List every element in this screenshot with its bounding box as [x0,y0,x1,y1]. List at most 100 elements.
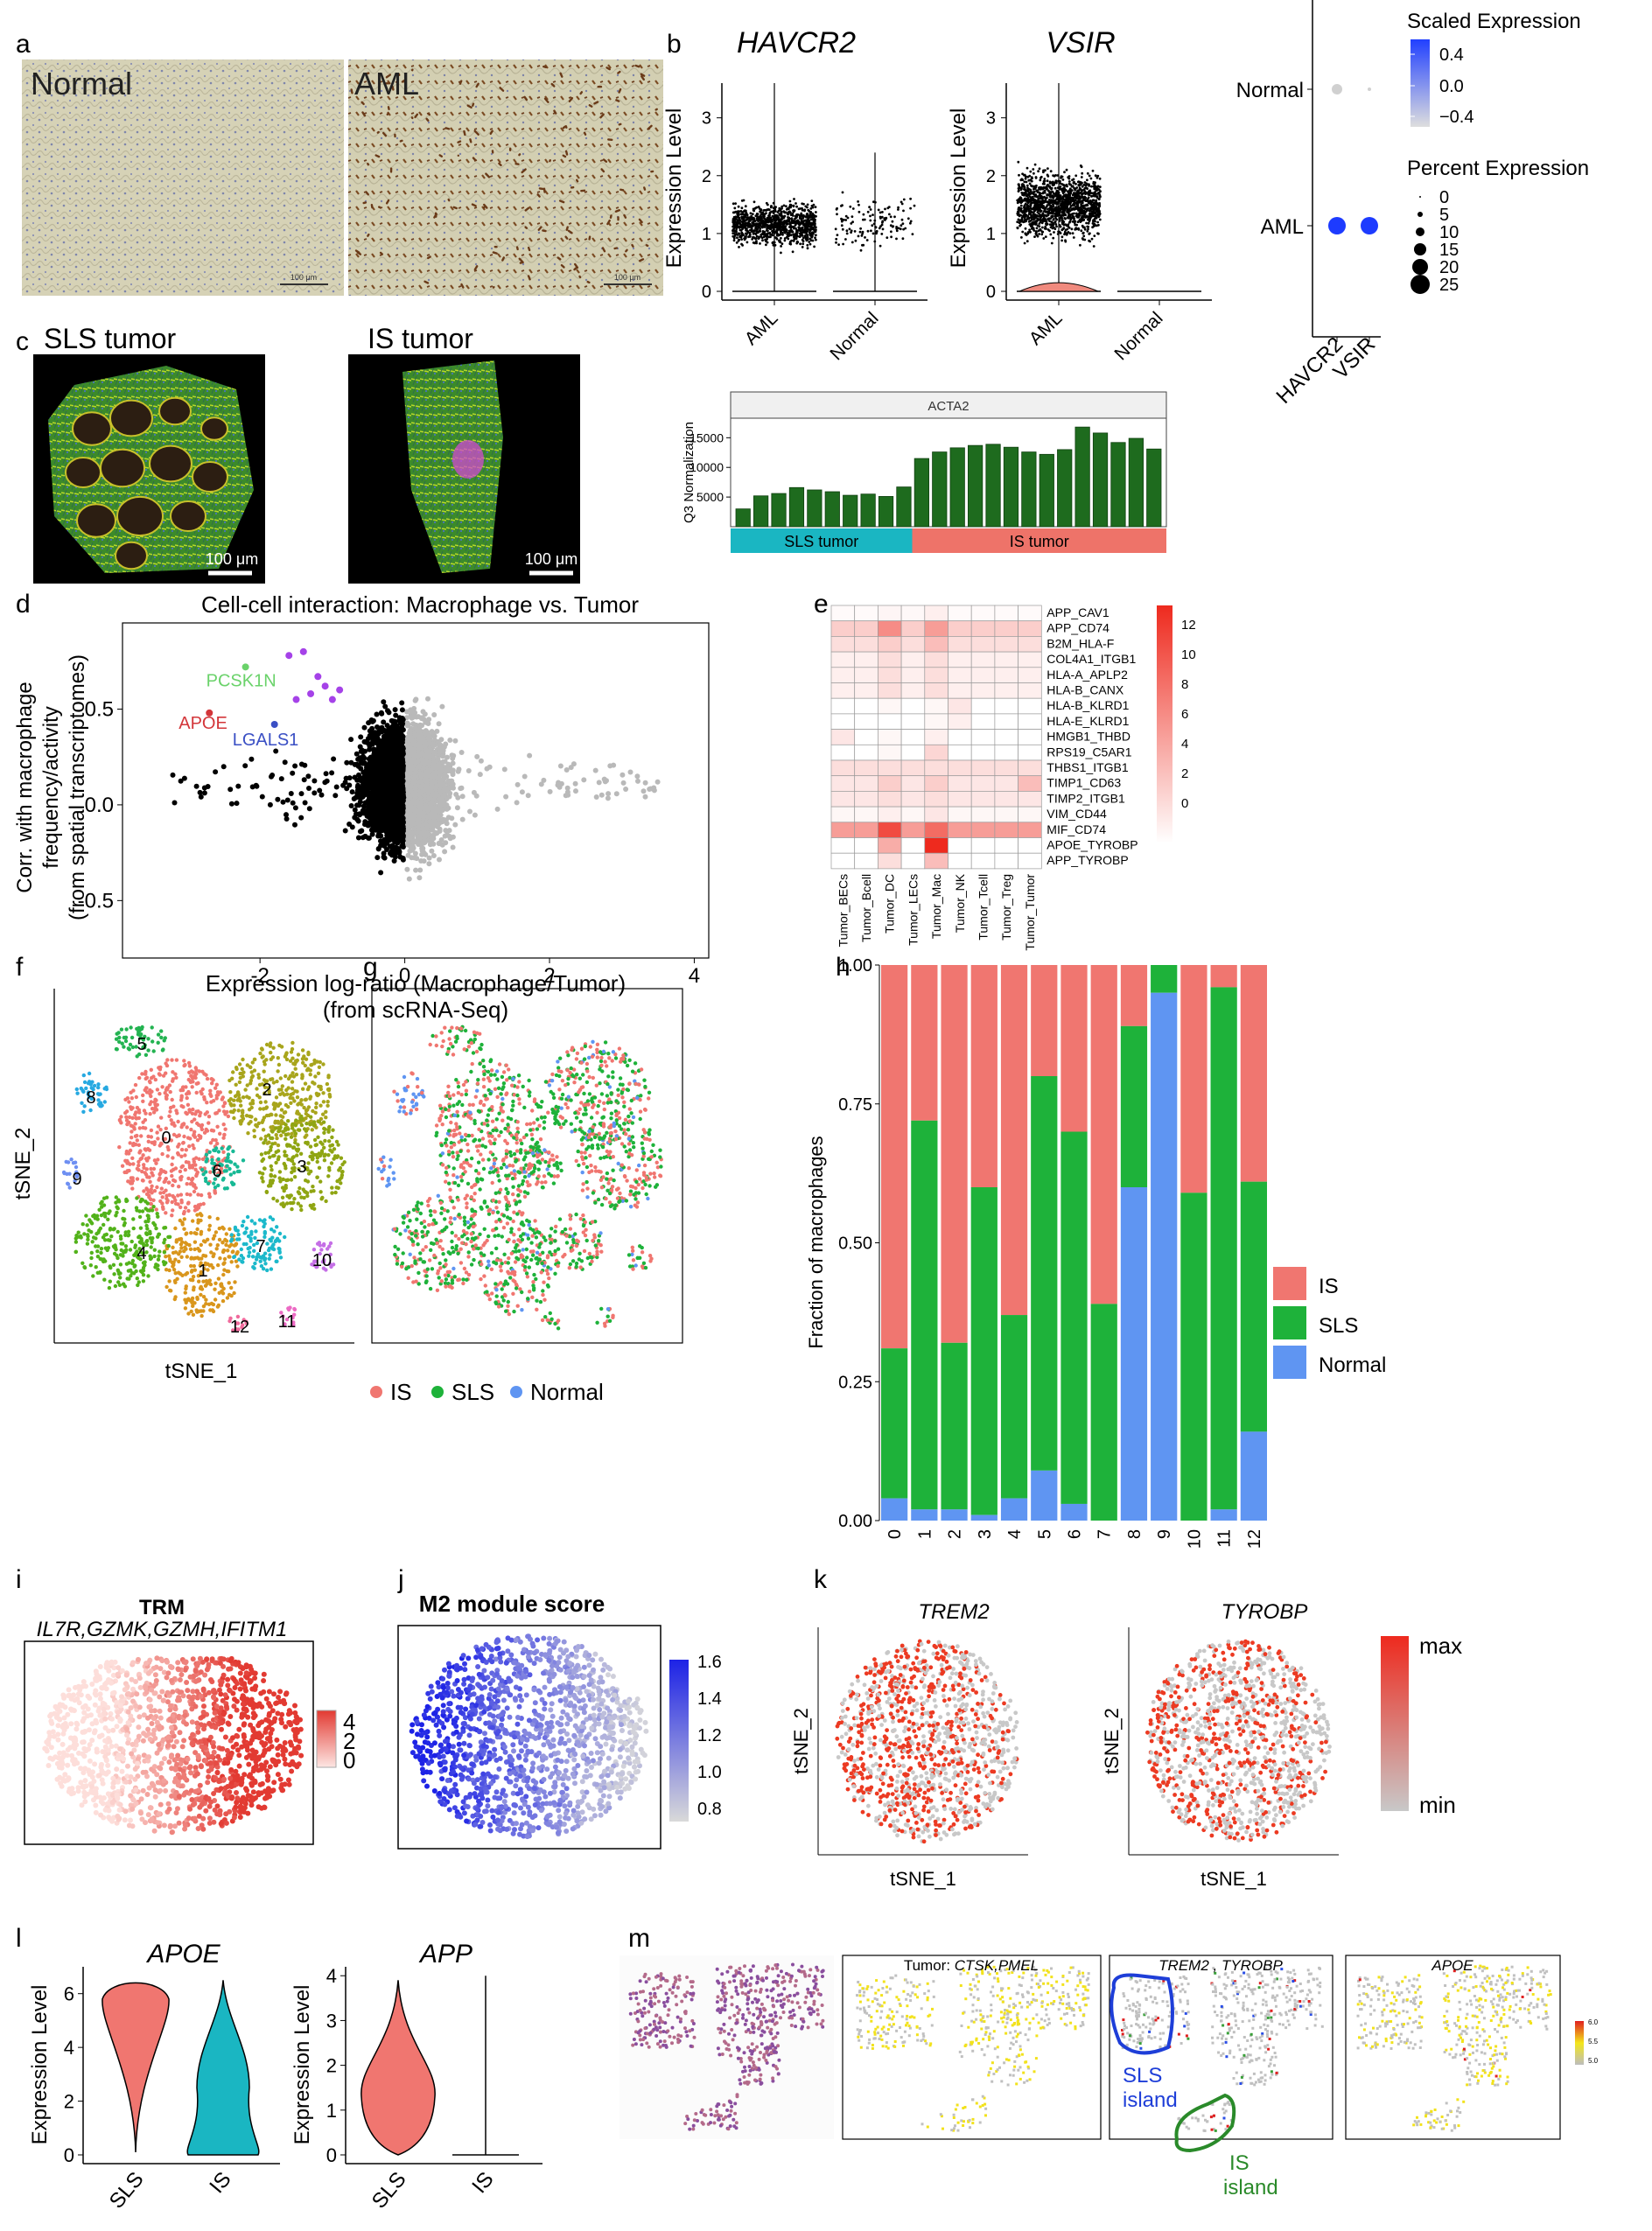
cell-point [1077,228,1081,231]
cell-point [1064,228,1068,232]
acta2-bar [843,494,858,528]
cell-point [1040,230,1044,234]
acta2-bar [1021,451,1037,528]
cell-point [1091,213,1094,217]
cell-point [1019,208,1023,212]
dab-stain [414,113,419,119]
cell-point [1020,236,1023,239]
scale-bar-label: 100 μm [525,550,578,568]
cell-point [780,206,783,210]
scatter-point [486,764,493,770]
cell-point [1040,195,1043,198]
cell-point [776,214,779,218]
cell-point [1044,219,1047,222]
cell-point [795,205,798,208]
cell-point [1097,206,1100,210]
cell-point [1079,164,1082,167]
cell-point [1040,233,1044,236]
dab-stain [640,74,645,81]
cell-point [764,238,766,241]
cell-point [803,215,807,218]
acta2-bar [949,447,965,528]
cell-point [844,219,848,221]
group-strip-label: IS tumor [1010,533,1069,550]
dab-stain [523,95,528,101]
cell-point [761,226,764,229]
cell-point [1076,201,1080,205]
cell-point [1054,214,1058,217]
scatter-point [445,815,452,821]
scatter-point [418,858,424,864]
cell-point [1062,188,1065,192]
cell-point [891,220,894,223]
cell-point [1039,219,1042,222]
cell-point [902,227,905,231]
acta2-bar [1057,449,1073,528]
fluor-nodule [109,399,153,437]
cell-point [809,226,813,229]
dab-stain [471,203,477,207]
scatter-point [455,794,461,801]
panel-letter-a: a [16,30,31,59]
cell-point [878,227,881,230]
cell-point [836,234,839,236]
dab-stain [360,101,365,106]
cell-point [834,227,837,231]
cell-point [870,229,872,233]
cell-point [1087,183,1090,186]
dab-stain [463,129,466,136]
dab-stain [564,150,569,156]
cell-point [1090,210,1094,213]
cell-point [1093,183,1096,186]
scatter-point [450,760,456,766]
dab-stain [538,187,544,191]
cell-point [1040,202,1043,206]
cell-point [752,232,756,235]
cell-point [781,222,785,226]
cell-point [1075,223,1078,227]
cell-point [1083,181,1087,184]
sls-tumor-title: SLS tumor [44,323,177,354]
scatter-point [426,795,432,801]
cell-point [1026,205,1030,208]
panel-letter-i: i [16,1565,22,1594]
scatter-point [564,767,570,773]
scatter-point [501,766,508,773]
cell-point [1034,231,1038,234]
cell-point [1032,207,1036,211]
cell-point [1037,197,1040,200]
cell-point [1079,191,1082,194]
cell-point [1074,174,1078,178]
cell-point [805,223,808,227]
cell-point [1070,227,1074,231]
cell-point [1022,220,1025,224]
cell-point [1040,200,1043,203]
cell-point [740,199,744,202]
cell-point [1050,199,1053,202]
cell-point [895,229,899,233]
cell-point [1080,181,1083,185]
cell-point [756,225,760,228]
ihc-normal-label: Normal [31,66,132,101]
scatter-point [437,857,442,863]
dab-stain [565,226,569,231]
cell-point [1082,206,1086,210]
cell-point [1074,227,1078,231]
acta2-bar [1110,442,1126,528]
scatter-point [525,793,531,799]
dab-stain [579,91,584,95]
cell-point [768,226,771,229]
cell-point [1026,201,1030,205]
cell-point [766,226,769,229]
cell-point [1093,193,1096,196]
cell-point [793,237,796,241]
scatter-point [451,785,456,791]
scatter-point [406,876,412,882]
scatter-point [439,808,445,814]
cell-point [1030,214,1033,218]
cell-point [1021,172,1024,176]
y-tick-label: 2 [702,167,711,186]
cell-point [877,208,880,212]
